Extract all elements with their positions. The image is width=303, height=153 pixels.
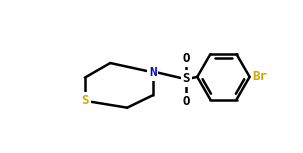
Text: N: N — [149, 66, 156, 79]
Text: S: S — [183, 72, 190, 85]
Text: O: O — [183, 52, 190, 65]
Text: S: S — [81, 94, 88, 107]
Text: O: O — [183, 95, 190, 108]
Text: Br: Br — [252, 70, 267, 83]
